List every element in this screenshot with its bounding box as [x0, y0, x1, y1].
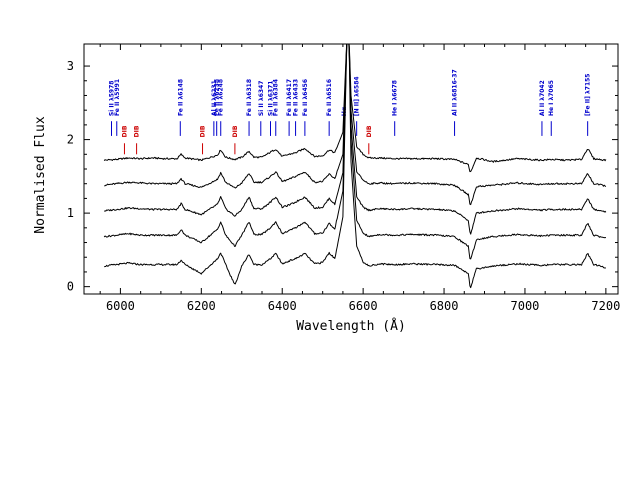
- line-id-label: Fe II λ6248: [218, 79, 225, 116]
- dib-label: DIB: [121, 125, 128, 137]
- line-id-label: Fe II λ6516: [326, 79, 333, 116]
- spectrum-line-4: [103, 44, 606, 260]
- line-id-label: Fe II λ5991: [114, 79, 121, 116]
- line-id-label: Al II λ6816-37: [452, 69, 459, 116]
- y-tick-label: 1: [67, 206, 74, 220]
- line-id-label: Si II λ5978: [109, 81, 116, 117]
- line-id-label: Fe II λ6417: [286, 79, 293, 116]
- y-tick-label: 3: [67, 59, 74, 73]
- dib-label: DIB: [200, 125, 207, 137]
- line-id-label: Al II λ7042: [539, 80, 546, 116]
- line-id-label: Si II λ6347: [258, 81, 265, 117]
- spectrum-line-2: [104, 44, 607, 206]
- dib-label: DIB: [232, 125, 239, 137]
- x-tick-label: 7000: [511, 299, 540, 313]
- spectrum-line-1: [103, 44, 607, 173]
- y-axis-title: Normalised Flux: [33, 116, 48, 234]
- x-tick-label: 7200: [591, 299, 620, 313]
- line-id-label: Fe II λ6318: [246, 79, 253, 116]
- line-id-label: Al II λ6231: [211, 80, 218, 116]
- y-tick-label: 0: [67, 280, 74, 294]
- spectrum-line-5: [104, 44, 606, 289]
- x-tick-label: 6000: [106, 299, 135, 313]
- line-id-label: [Fe II] λ7155: [585, 73, 592, 116]
- line-id-label: Fe II λ6384: [273, 79, 280, 116]
- line-id-label: He I λ7065: [548, 80, 555, 116]
- spectra: [103, 44, 607, 289]
- x-tick-label: 6200: [187, 299, 216, 313]
- spectrum-line-3: [103, 44, 607, 235]
- line-id-label: Fe II λ6238: [214, 79, 221, 116]
- line-id-label: Fe II λ6456: [302, 79, 309, 116]
- axis-ticks: 6000 6200 6400 6600 6800 7000 7200 0 1 2 3: [67, 44, 620, 313]
- x-tick-label: 6600: [349, 299, 378, 313]
- x-axis-title: Wavelength (Å): [296, 318, 406, 334]
- y-tick-label: 2: [67, 133, 74, 147]
- dib-label: DIB: [134, 125, 141, 137]
- line-id-label: He I λ6678: [392, 80, 399, 116]
- x-tick-label: 6400: [268, 299, 297, 313]
- line-id-label: [N II] λ6584: [354, 76, 361, 116]
- line-id-label: Fe II λ6148: [177, 79, 184, 116]
- x-tick-label: 6800: [430, 299, 459, 313]
- dib-label: DIB: [366, 125, 373, 137]
- line-id-label: Fe II λ6433: [293, 79, 300, 116]
- line-id-label: Si II λ6371: [267, 81, 274, 117]
